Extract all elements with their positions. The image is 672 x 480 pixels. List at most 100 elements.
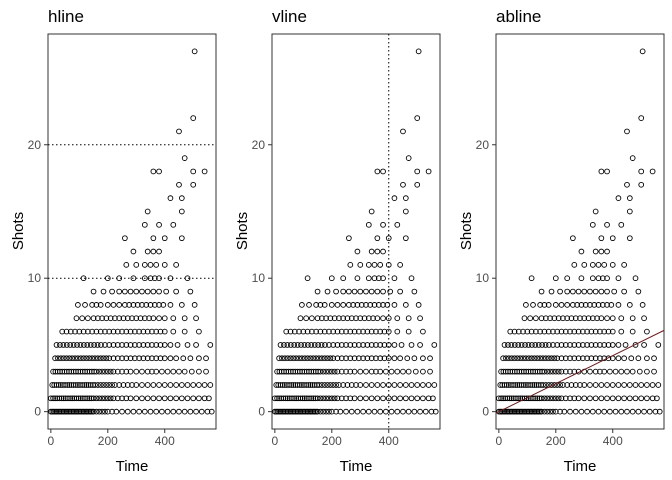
data-point [113, 408, 120, 415]
data-point [598, 288, 605, 295]
data-point [525, 355, 532, 362]
data-point [190, 115, 197, 121]
data-point [547, 395, 553, 402]
data-point [97, 382, 104, 388]
data-point [368, 248, 375, 255]
data-point [351, 368, 358, 375]
data-point [515, 395, 522, 402]
data-point [540, 382, 546, 388]
data-point [161, 395, 168, 402]
data-point [304, 355, 311, 362]
data-point [651, 355, 657, 362]
data-point [190, 382, 197, 388]
data-point [360, 342, 366, 348]
data-point [334, 355, 341, 362]
data-point [353, 382, 359, 388]
data-point [116, 302, 123, 308]
data-point [632, 342, 639, 348]
data-point [570, 235, 576, 242]
data-point [655, 342, 662, 348]
data-point [284, 395, 291, 402]
data-point [385, 235, 392, 242]
data-point [391, 195, 398, 201]
x-tick-label: 200 [322, 434, 342, 448]
plot-area [271, 33, 441, 430]
data-point [555, 315, 562, 322]
data-point [624, 128, 630, 135]
data-point [505, 355, 512, 362]
data-point [334, 302, 341, 308]
data-point [59, 328, 66, 335]
data-point [598, 395, 605, 402]
data-point [594, 315, 600, 322]
data-point [347, 342, 354, 348]
data-point [75, 395, 82, 402]
data-point [618, 315, 625, 322]
data-point [564, 315, 571, 322]
data-point [133, 368, 140, 375]
data-point [374, 168, 381, 175]
data-point [149, 328, 155, 335]
data-point [552, 408, 559, 415]
data-point [320, 408, 327, 415]
data-point [394, 315, 401, 322]
data-point [93, 395, 100, 402]
data-point [110, 328, 117, 335]
data-point [129, 382, 135, 388]
data-point [176, 128, 182, 135]
data-point [391, 355, 398, 362]
data-point [417, 408, 423, 415]
data-point [535, 382, 542, 388]
data-point [63, 342, 70, 348]
data-point [431, 342, 438, 348]
data-point [388, 368, 395, 375]
data-point [144, 288, 151, 295]
data-point [90, 408, 97, 415]
data-point [326, 342, 332, 348]
data-point [404, 355, 411, 362]
data-point [100, 288, 107, 295]
data-point [562, 368, 569, 375]
data-point [87, 342, 94, 348]
data-point [86, 395, 93, 402]
data-point [567, 355, 573, 362]
data-point [541, 328, 548, 335]
data-point [626, 235, 633, 242]
data-point [299, 382, 305, 388]
data-point [646, 408, 653, 415]
data-point [560, 382, 566, 388]
data-point [156, 248, 162, 255]
data-point [373, 368, 379, 375]
data-point [60, 342, 67, 348]
data-point [149, 342, 155, 348]
data-point [402, 208, 409, 215]
data-point [104, 302, 111, 308]
data-point [321, 328, 328, 335]
data-point [184, 382, 191, 388]
data-point [636, 368, 643, 375]
data-point [307, 382, 314, 388]
data-point [333, 288, 339, 295]
data-point [400, 128, 406, 135]
data-point [581, 288, 588, 295]
data-point [347, 262, 354, 268]
data-point [75, 302, 81, 308]
data-point [599, 275, 606, 282]
data-point [157, 355, 164, 362]
data-point [77, 395, 84, 402]
data-point [555, 395, 562, 402]
data-point [279, 382, 286, 388]
data-point [102, 342, 108, 348]
data-point [357, 395, 364, 402]
data-point [644, 395, 650, 402]
data-point [618, 328, 625, 335]
data-point [534, 355, 541, 362]
data-point [599, 302, 606, 308]
data-point [176, 368, 182, 375]
data-point [574, 302, 581, 308]
data-point [73, 315, 80, 322]
data-point [597, 355, 603, 362]
data-point [400, 368, 406, 375]
data-point [153, 262, 160, 268]
data-point [548, 288, 555, 295]
